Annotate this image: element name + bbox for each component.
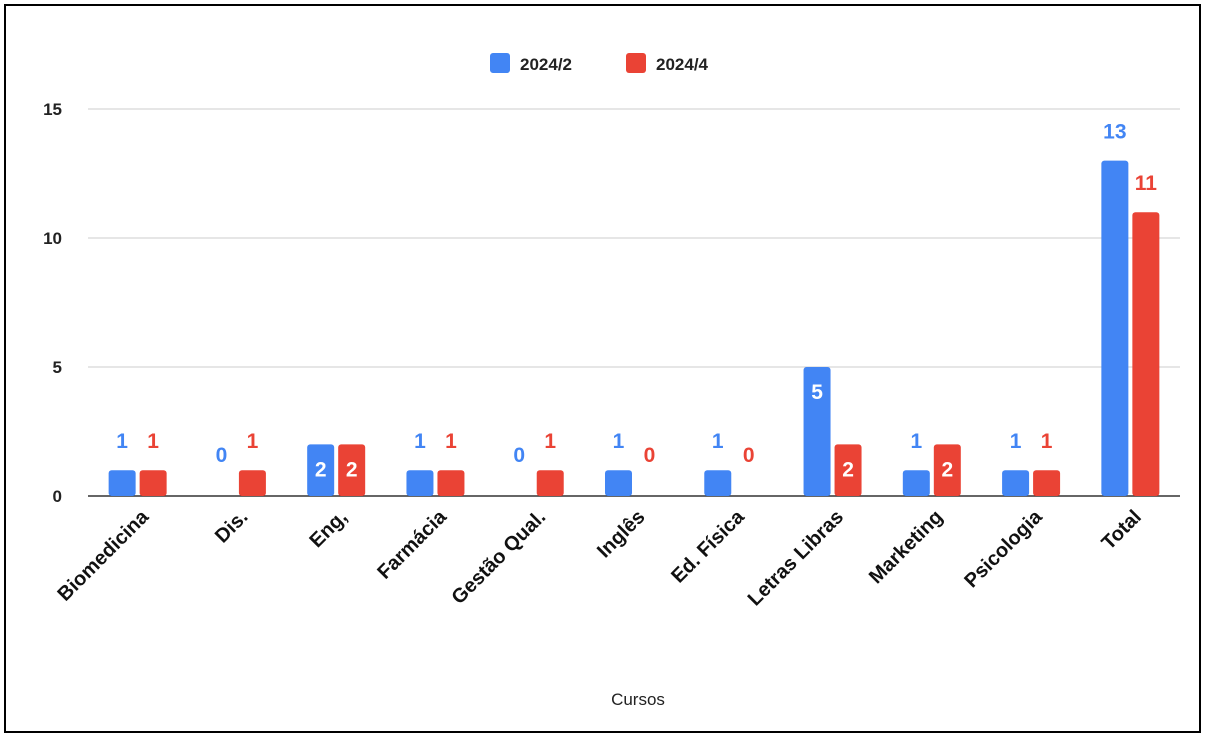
y-tick-label: 15	[43, 100, 62, 119]
data-label: 0	[216, 444, 228, 467]
bar-2024-4	[834, 444, 862, 496]
x-category-label: Farmácia	[373, 505, 451, 583]
x-category-label: Biomedicina	[54, 505, 154, 605]
data-label: 1	[1010, 430, 1022, 453]
data-label: 11	[1135, 172, 1158, 195]
x-category-label: Psicologia	[960, 505, 1047, 592]
bar-2024-4	[238, 470, 266, 496]
data-label: 1	[445, 430, 457, 453]
bar-2024-4	[338, 444, 366, 496]
legend-swatch	[490, 53, 510, 73]
bars	[108, 160, 1160, 496]
x-category-label: Ed. Física	[667, 505, 749, 587]
data-label: 0	[743, 444, 755, 467]
x-category-label: Total	[1098, 506, 1146, 554]
bar-2024-2	[902, 470, 930, 496]
data-label: 13	[1103, 121, 1126, 144]
data-label: 2	[842, 458, 854, 481]
legend: 2024/2 2024/4	[490, 53, 709, 74]
legend-label: 2024/2	[520, 55, 572, 74]
x-category-label: Marketing	[865, 506, 947, 588]
bar-2024-2	[406, 470, 434, 496]
y-tick-label: 0	[53, 487, 62, 506]
x-axis-title: Cursos	[611, 690, 665, 709]
x-category-label: Inglês	[593, 506, 649, 562]
chart-frame: 0 5 10 15 1 1 0 1 2 2 1 1 0 1 1 0 1 0 5 2 1 2 1 1 13 11 Biomedic…	[4, 4, 1201, 733]
data-label: 1	[414, 430, 426, 453]
data-label: 1	[910, 430, 922, 453]
data-label: 2	[941, 458, 953, 481]
y-axis-ticks: 0 5 10 15	[43, 100, 62, 506]
bar-2024-2	[307, 444, 335, 496]
x-category-label: Eng,	[306, 506, 352, 552]
data-label: 1	[613, 430, 625, 453]
bar-2024-2	[704, 470, 732, 496]
data-label: 0	[513, 444, 525, 467]
data-label: 1	[116, 430, 128, 453]
y-tick-label: 10	[43, 229, 62, 248]
data-label: 1	[247, 430, 259, 453]
data-label: 5	[811, 381, 823, 404]
bar-2024-4	[1033, 470, 1061, 496]
bar-2024-2	[1101, 160, 1129, 496]
bar-2024-4	[1132, 212, 1160, 496]
data-label: 0	[644, 444, 656, 467]
bar-2024-2	[605, 470, 632, 496]
x-category-label: Gestão Qual.	[447, 506, 550, 609]
x-category-label: Letras Libras	[744, 506, 848, 610]
data-label: 2	[315, 458, 327, 481]
bar-2024-4	[139, 470, 167, 496]
bar-2024-2	[1002, 470, 1030, 496]
bar-2024-2	[803, 367, 831, 496]
legend-label: 2024/4	[656, 55, 709, 74]
data-label: 1	[544, 430, 556, 453]
bar-2024-2	[108, 470, 136, 496]
bar-2024-4	[536, 470, 564, 496]
data-label: 2	[346, 458, 358, 481]
x-category-label: Dis.	[211, 506, 252, 547]
data-label: 1	[712, 430, 724, 453]
gridlines	[88, 108, 1180, 497]
bar-2024-4	[437, 470, 465, 496]
y-tick-label: 5	[53, 358, 62, 377]
data-label: 1	[1041, 430, 1053, 453]
legend-swatch	[626, 53, 646, 73]
bar-2024-4	[933, 444, 961, 496]
data-label: 1	[147, 430, 159, 453]
